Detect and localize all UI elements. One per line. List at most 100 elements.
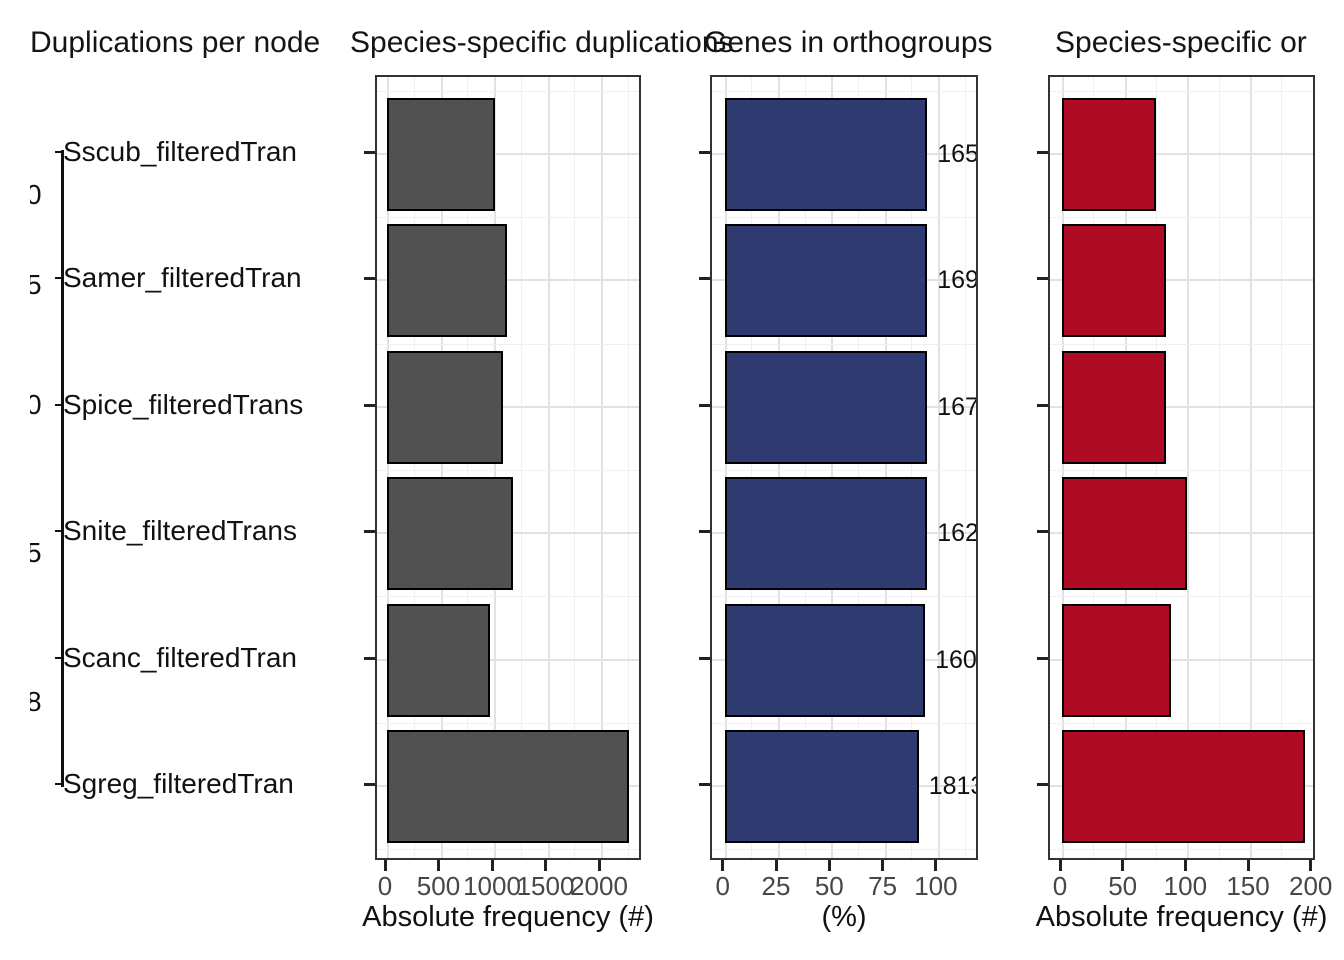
gridline-horizontal-minor [1050, 722, 1313, 724]
x-axis-tick [827, 860, 831, 871]
gridline-horizontal-minor [377, 470, 639, 471]
panel-genes-in-orthogroups: 165 169 167 162 160 1813 [710, 75, 978, 860]
y-axis-tick [1037, 403, 1048, 407]
gridline-vertical [1281, 77, 1283, 858]
gridline-vertical [494, 77, 496, 858]
tree-tip-branch [55, 150, 64, 154]
gridline-vertical [724, 77, 727, 858]
bar-duplications-row6 [387, 729, 629, 843]
y-axis-tick [1037, 782, 1048, 786]
gridline-horizontal [1050, 406, 1313, 408]
x-axis-tick [774, 860, 778, 871]
bar-duplications-row3 [387, 350, 504, 464]
gridline-horizontal-minor [712, 596, 976, 598]
tree-node-label: 5 [30, 269, 42, 300]
bar-count-label: 162 [937, 519, 976, 547]
y-axis-tick [1037, 656, 1048, 660]
gridline-horizontal-minor [377, 90, 639, 92]
gridline-vertical [1250, 77, 1253, 858]
panel-title: Genes in orthogroups [704, 26, 993, 59]
x-axis-tick [597, 860, 601, 871]
bar-genes-in-orthogroups-row2 [724, 223, 928, 337]
gridline-vertical [601, 77, 603, 858]
x-axis-tick [1309, 860, 1313, 871]
x-axis-tick-label: 50 [1108, 871, 1138, 901]
gridline-horizontal [1050, 659, 1313, 661]
gridline-horizontal-minor [712, 470, 976, 471]
gridline-vertical [831, 77, 834, 858]
gridline-horizontal-minor [712, 90, 976, 92]
gridline-vertical [884, 77, 887, 858]
x-axis-title: Absolute frequency (#) [362, 901, 654, 933]
bar-duplications-row5 [387, 603, 491, 717]
bar-count-label: 1813 [928, 772, 976, 800]
gridline-horizontal [377, 659, 639, 661]
x-axis-tick [1246, 860, 1250, 871]
gridline-horizontal-minor [1050, 596, 1313, 598]
x-axis-tick-label: 0 [715, 871, 730, 901]
x-axis-tick-label: 0 [1052, 871, 1068, 901]
panel-orthogroups [1048, 75, 1315, 860]
gridline-horizontal-minor [1050, 470, 1313, 471]
gridline-vertical [1187, 77, 1190, 858]
bar-count-label: 160 [935, 646, 976, 674]
x-axis-tick [544, 860, 547, 871]
gridline-horizontal-minor [712, 849, 976, 851]
panel-title: Species-specific or [1055, 26, 1307, 59]
gridline-vertical [413, 77, 415, 858]
gridline-horizontal-minor [712, 217, 976, 219]
gridline-horizontal-minor [377, 596, 639, 598]
bar-duplications-row2 [387, 223, 508, 337]
x-axis-title: Absolute frequency (#) [1035, 901, 1328, 933]
gridline-vertical [467, 77, 469, 858]
gridline-vertical [964, 77, 966, 858]
x-axis-tick [934, 860, 938, 871]
gridline-horizontal-minor [1050, 849, 1313, 851]
bar-duplications-row1 [387, 97, 496, 211]
gridline-horizontal-minor [712, 722, 976, 724]
bar-orthogroups-row5 [1062, 603, 1172, 717]
tree-backbone-line [61, 150, 64, 787]
y-axis-tick [364, 782, 375, 786]
bar-genes-in-orthogroups-row4 [724, 476, 928, 590]
bar-orthogroups-row2 [1062, 223, 1167, 337]
tree-tip-label: Sgreg_filteredTran [63, 768, 294, 799]
x-axis-tick-label: 1500 [516, 871, 575, 901]
gridline-horizontal [377, 279, 639, 281]
panel-plot-area: 165 169 167 162 160 1813 [712, 77, 976, 858]
y-axis-tick [364, 403, 375, 407]
x-axis-tick-label: 500 [416, 871, 461, 901]
bar-count-label: 167 [937, 393, 976, 421]
x-axis-tick [1058, 860, 1062, 871]
gridline-vertical [937, 77, 940, 858]
tree-node-label: 0 [30, 389, 42, 420]
y-axis-tick [699, 782, 710, 786]
x-axis-tick [1183, 860, 1187, 871]
bar-genes-in-orthogroups-row1 [724, 97, 928, 211]
tree-tip-label: Sscub_filteredTran [63, 136, 297, 167]
x-axis-tick-label: 1000 [463, 871, 521, 901]
tree-node-label: 8 [30, 686, 42, 717]
x-axis-tick-label: 100 [914, 871, 958, 901]
x-axis-tick [490, 860, 494, 871]
gridline-horizontal-minor [377, 849, 639, 851]
gridline-horizontal [1050, 153, 1313, 155]
gridline-vertical [387, 77, 389, 858]
gridline-vertical [547, 77, 550, 858]
x-axis-tick-label: 100 [1163, 871, 1208, 901]
gridline-vertical [857, 77, 859, 858]
bar-orthogroups-row4 [1062, 476, 1188, 590]
panel-title: Species-specific duplications [350, 26, 734, 59]
panel-plot-area [1050, 77, 1313, 858]
x-axis-tick-label: 75 [868, 871, 898, 901]
x-axis-tick-label: 150 [1226, 871, 1270, 901]
gridline-horizontal-minor [712, 343, 976, 345]
bar-orthogroups-row6 [1062, 729, 1306, 843]
x-axis-tick-label: 2000 [570, 871, 628, 901]
panel-plot-area [377, 77, 639, 858]
y-axis-tick [364, 276, 375, 280]
x-axis-tick [383, 860, 387, 871]
gridline-vertical [440, 77, 443, 858]
gridline-vertical [1156, 77, 1157, 858]
tree-node-label: 0 [30, 179, 42, 210]
